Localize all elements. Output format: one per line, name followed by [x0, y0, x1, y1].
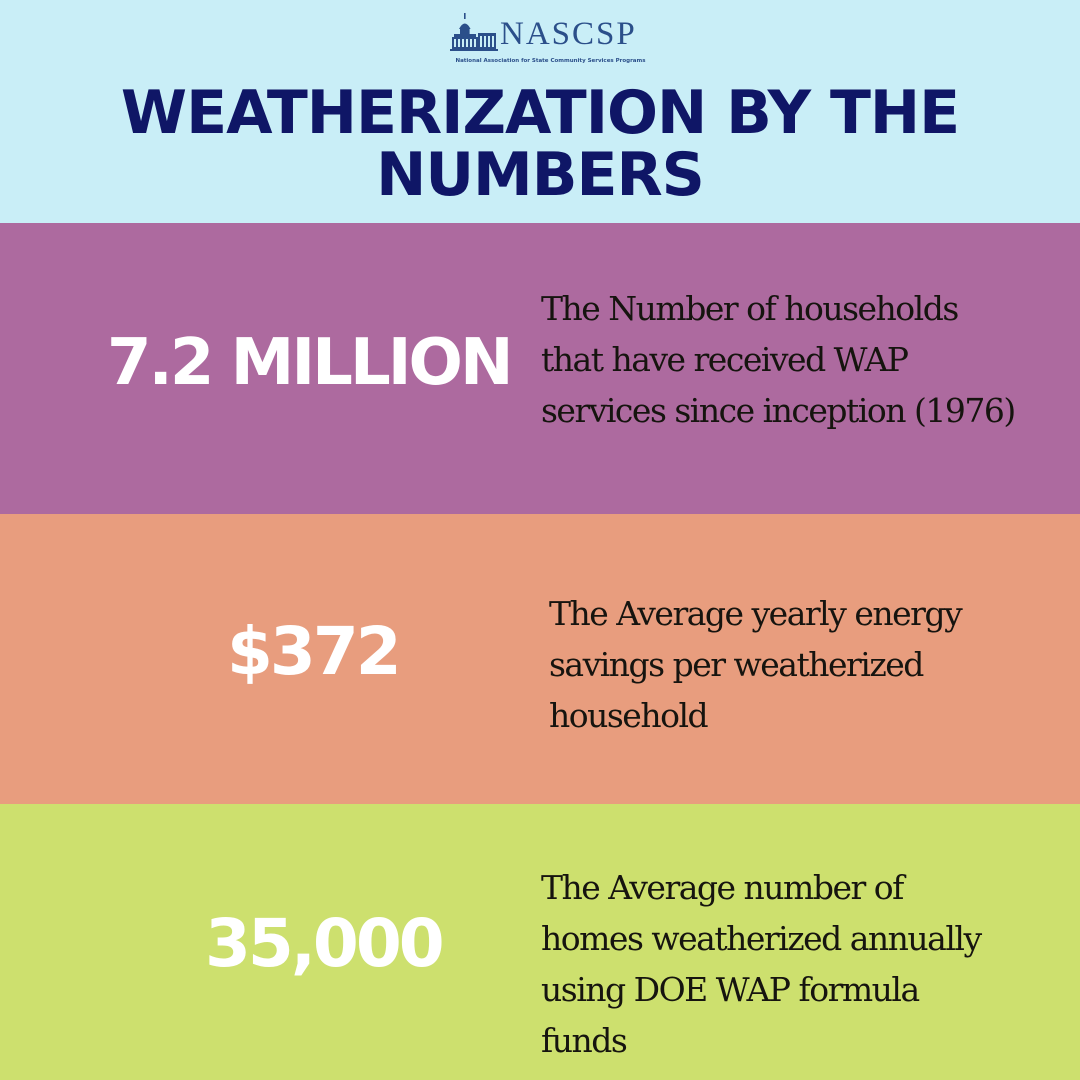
- nascsp-logo: NASCSP National Association for State Co…: [448, 12, 653, 64]
- header: NASCSP National Association for State Co…: [0, 0, 1080, 223]
- capitol-building-icon: [450, 13, 498, 51]
- stat-description: The Number of households that have recei…: [541, 289, 1016, 430]
- page-title: WEATHERIZATION BY THE NUMBERS: [120, 78, 960, 210]
- stat-band-households: 7.2 MILLION The Number of households tha…: [0, 223, 1080, 514]
- logo-subtitle: National Association for State Community…: [455, 58, 646, 64]
- stat-band-savings: $372 The Average yearly energy savings p…: [0, 514, 1080, 804]
- stat-description: The Average yearly energy savings per we…: [549, 594, 963, 735]
- stat-value: 35,000: [205, 905, 445, 982]
- stat-value: 7.2 MILLION: [107, 326, 513, 400]
- stat-value: $372: [227, 613, 402, 690]
- logo-name: NASCSP: [500, 16, 637, 52]
- stat-band-homes: 35,000 The Average number of homes weath…: [0, 804, 1080, 1080]
- stat-description: The Average number of homes weatherized …: [541, 868, 982, 1060]
